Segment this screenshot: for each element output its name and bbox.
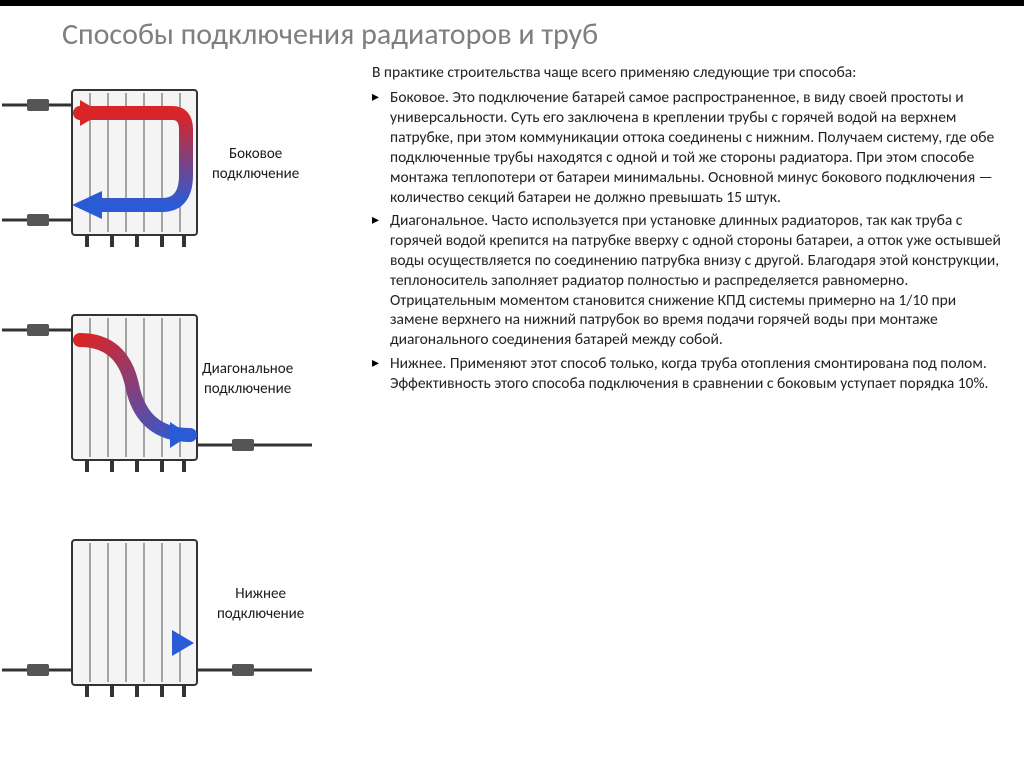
label-bottom: Нижнее подключение [217, 585, 304, 624]
label-side-l2: подключение [212, 165, 299, 183]
label-diagonal: Диагональное подключение [202, 360, 293, 399]
bullet-side: Боковое. Это подключение батарей самое р… [372, 88, 1004, 207]
label-side: Боковое подключение [212, 145, 299, 184]
bullet-diagonal: Диагональное. Часто используется при уст… [372, 211, 1004, 350]
diagram-side-connection: Боковое подключение [2, 75, 352, 285]
slide-title: Способы подключения радиаторов и труб [0, 6, 1024, 63]
main-layout: Боковое подключение [0, 63, 1024, 750]
label-diag-l1: Диагональное [202, 360, 293, 378]
label-bottom-l2: подключение [217, 605, 304, 623]
bullet-list: Боковое. Это подключение батарей самое р… [352, 88, 1004, 393]
label-side-l1: Боковое [229, 145, 282, 163]
radiator-side-svg [2, 75, 352, 285]
diagrams-column: Боковое подключение [2, 63, 352, 750]
diagram-bottom-connection: Нижнее подключение [2, 525, 352, 735]
bullet-bottom: Нижнее. Применяют этот способ только, ко… [372, 354, 1004, 394]
diagram-diagonal-connection: Диагональное подключение [2, 300, 352, 510]
label-bottom-l1: Нижнее [235, 585, 286, 603]
radiator-bottom-svg [2, 525, 352, 735]
text-column: В практике строительства чаще всего прим… [352, 63, 1024, 750]
intro-text: В практике строительства чаще всего прим… [352, 63, 1004, 82]
label-diag-l2: подключение [204, 380, 291, 398]
radiator-diagonal-svg [2, 300, 352, 510]
